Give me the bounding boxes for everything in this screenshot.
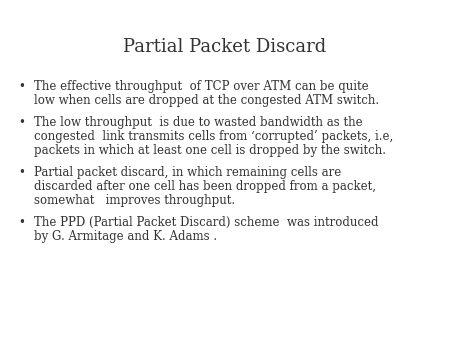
Text: The effective throughput  of TCP over ATM can be quite: The effective throughput of TCP over ATM…	[34, 80, 369, 93]
Text: The low throughput  is due to wasted bandwidth as the: The low throughput is due to wasted band…	[34, 116, 363, 129]
Text: Partial Packet Discard: Partial Packet Discard	[123, 38, 327, 56]
Text: somewhat   improves throughput.: somewhat improves throughput.	[34, 194, 235, 207]
Text: low when cells are dropped at the congested ATM switch.: low when cells are dropped at the conges…	[34, 94, 379, 107]
Text: packets in which at least one cell is dropped by the switch.: packets in which at least one cell is dr…	[34, 144, 386, 157]
Text: •: •	[18, 116, 26, 129]
Text: congested  link transmits cells from ‘corrupted’ packets, i.e,: congested link transmits cells from ‘cor…	[34, 130, 393, 143]
Text: The PPD (Partial Packet Discard) scheme  was introduced: The PPD (Partial Packet Discard) scheme …	[34, 216, 378, 229]
Text: •: •	[18, 80, 26, 93]
Text: •: •	[18, 216, 26, 229]
Text: by G. Armitage and K. Adams .: by G. Armitage and K. Adams .	[34, 230, 217, 243]
Text: discarded after one cell has been dropped from a packet,: discarded after one cell has been droppe…	[34, 180, 376, 193]
Text: •: •	[18, 166, 26, 179]
Text: Partial packet discard, in which remaining cells are: Partial packet discard, in which remaini…	[34, 166, 341, 179]
